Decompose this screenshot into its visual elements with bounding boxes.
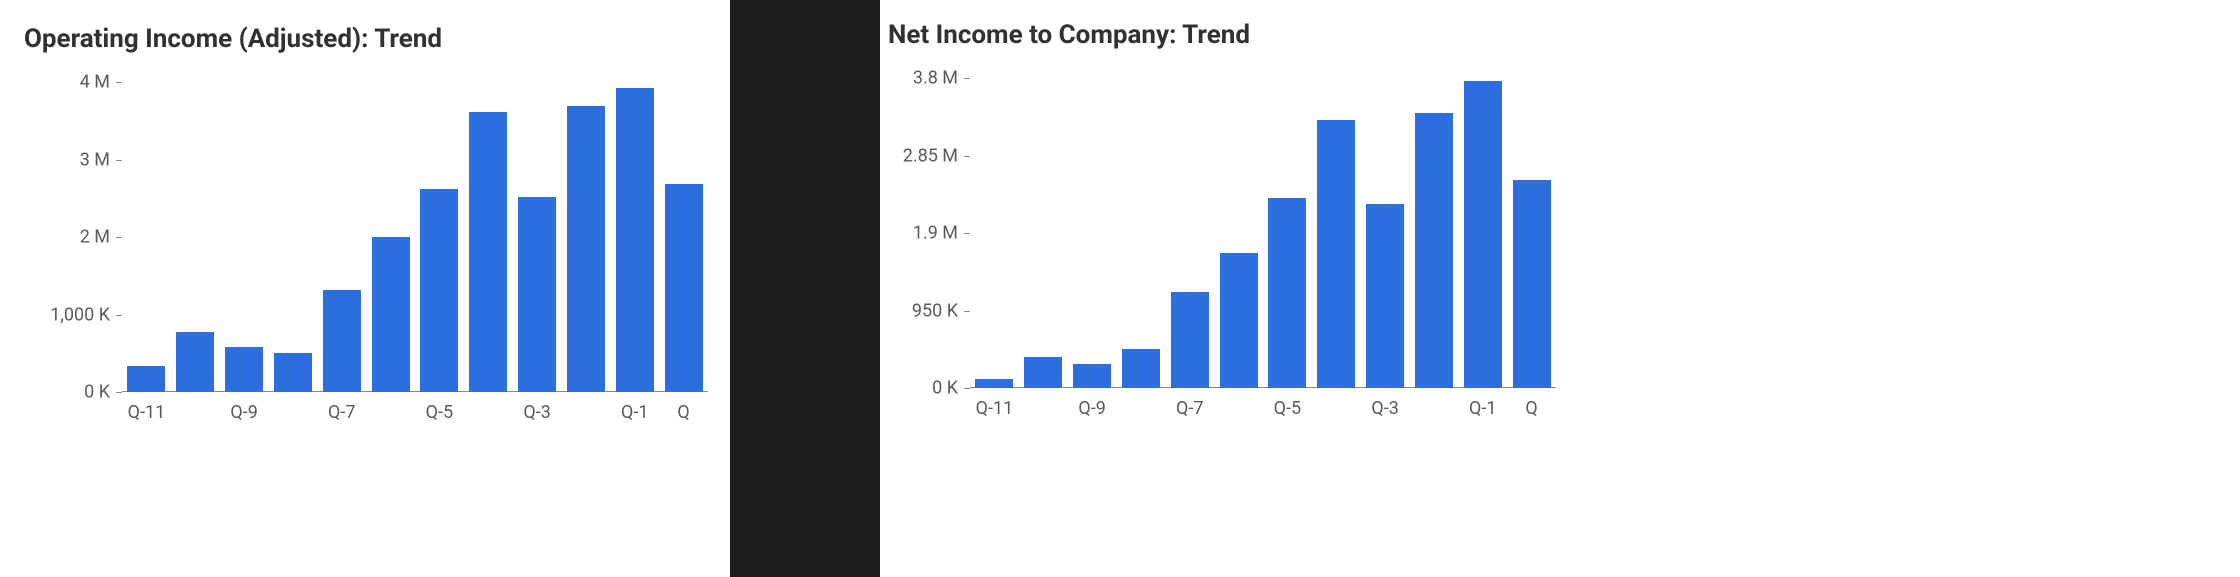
bar [323, 290, 361, 392]
y-tick [964, 78, 970, 79]
y-axis-label: 3 M [10, 149, 110, 170]
bar [1317, 120, 1355, 388]
x-axis-label: Q-9 [1078, 398, 1105, 419]
operating-income-panel: Operating Income (Adjusted): Trend 0 K1,… [0, 0, 730, 577]
bar [1122, 349, 1160, 388]
bar [1171, 292, 1209, 388]
y-axis-label: 4 M [10, 72, 110, 93]
chart-title: Operating Income (Adjusted): Trend [24, 24, 442, 54]
bar [127, 366, 165, 392]
y-tick [964, 233, 970, 234]
x-axis-label: Q [1525, 398, 1537, 419]
y-tick [116, 392, 122, 393]
x-axis-label: Q-1 [1469, 398, 1496, 419]
bar [665, 184, 703, 392]
y-axis-label: 0 K [858, 378, 958, 399]
bar [1366, 204, 1404, 388]
bar [1073, 364, 1111, 388]
y-axis-label: 1,000 K [10, 304, 110, 325]
y-tick [116, 237, 122, 238]
y-tick [964, 156, 970, 157]
bar [975, 379, 1013, 388]
x-axis-label: Q-3 [1371, 398, 1398, 419]
x-axis-label: Q-9 [230, 402, 257, 423]
y-axis-label: 3.8 M [858, 68, 958, 89]
operating-income-chart: 0 K1,000 K2 M3 M4 MQ-11Q-9Q-7Q-5Q-3Q-1Q [122, 82, 708, 392]
x-axis-label: Q [677, 402, 689, 423]
x-axis-label: Q-11 [976, 398, 1014, 419]
y-axis-label: 2.85 M [858, 145, 958, 166]
y-axis-label: 1.9 M [858, 223, 958, 244]
x-axis-label: Q-11 [128, 402, 166, 423]
y-tick [116, 315, 122, 316]
x-axis-label: Q-5 [1274, 398, 1301, 419]
bar [176, 332, 214, 392]
x-axis-label: Q-5 [426, 402, 453, 423]
x-axis-label: Q-3 [523, 402, 550, 423]
bar [567, 106, 605, 392]
x-axis-label: Q-7 [328, 402, 355, 423]
bar [1220, 253, 1258, 388]
y-tick [964, 311, 970, 312]
bar [225, 347, 263, 392]
net-income-panel: Net Income to Company: Trend 0 K950 K1.9… [880, 0, 2240, 577]
bar [469, 112, 507, 392]
x-axis-label: Q-7 [1176, 398, 1203, 419]
bar [1513, 180, 1551, 388]
bar [616, 88, 654, 392]
y-axis-label: 950 K [858, 300, 958, 321]
bar [1464, 81, 1502, 388]
net-income-chart: 0 K950 K1.9 M2.85 M3.8 MQ-11Q-9Q-7Q-5Q-3… [970, 78, 1556, 388]
y-tick [964, 388, 970, 389]
bar [518, 197, 556, 392]
bar [274, 353, 312, 392]
chart-title: Net Income to Company: Trend [888, 20, 1250, 50]
bar [420, 189, 458, 392]
bar [372, 237, 410, 392]
x-axis-label: Q-1 [621, 402, 648, 423]
y-tick [116, 160, 122, 161]
bar [1415, 113, 1453, 388]
y-axis-label: 0 K [10, 382, 110, 403]
bar [1024, 357, 1062, 388]
bar [1268, 198, 1306, 388]
y-tick [116, 82, 122, 83]
y-axis-label: 2 M [10, 227, 110, 248]
